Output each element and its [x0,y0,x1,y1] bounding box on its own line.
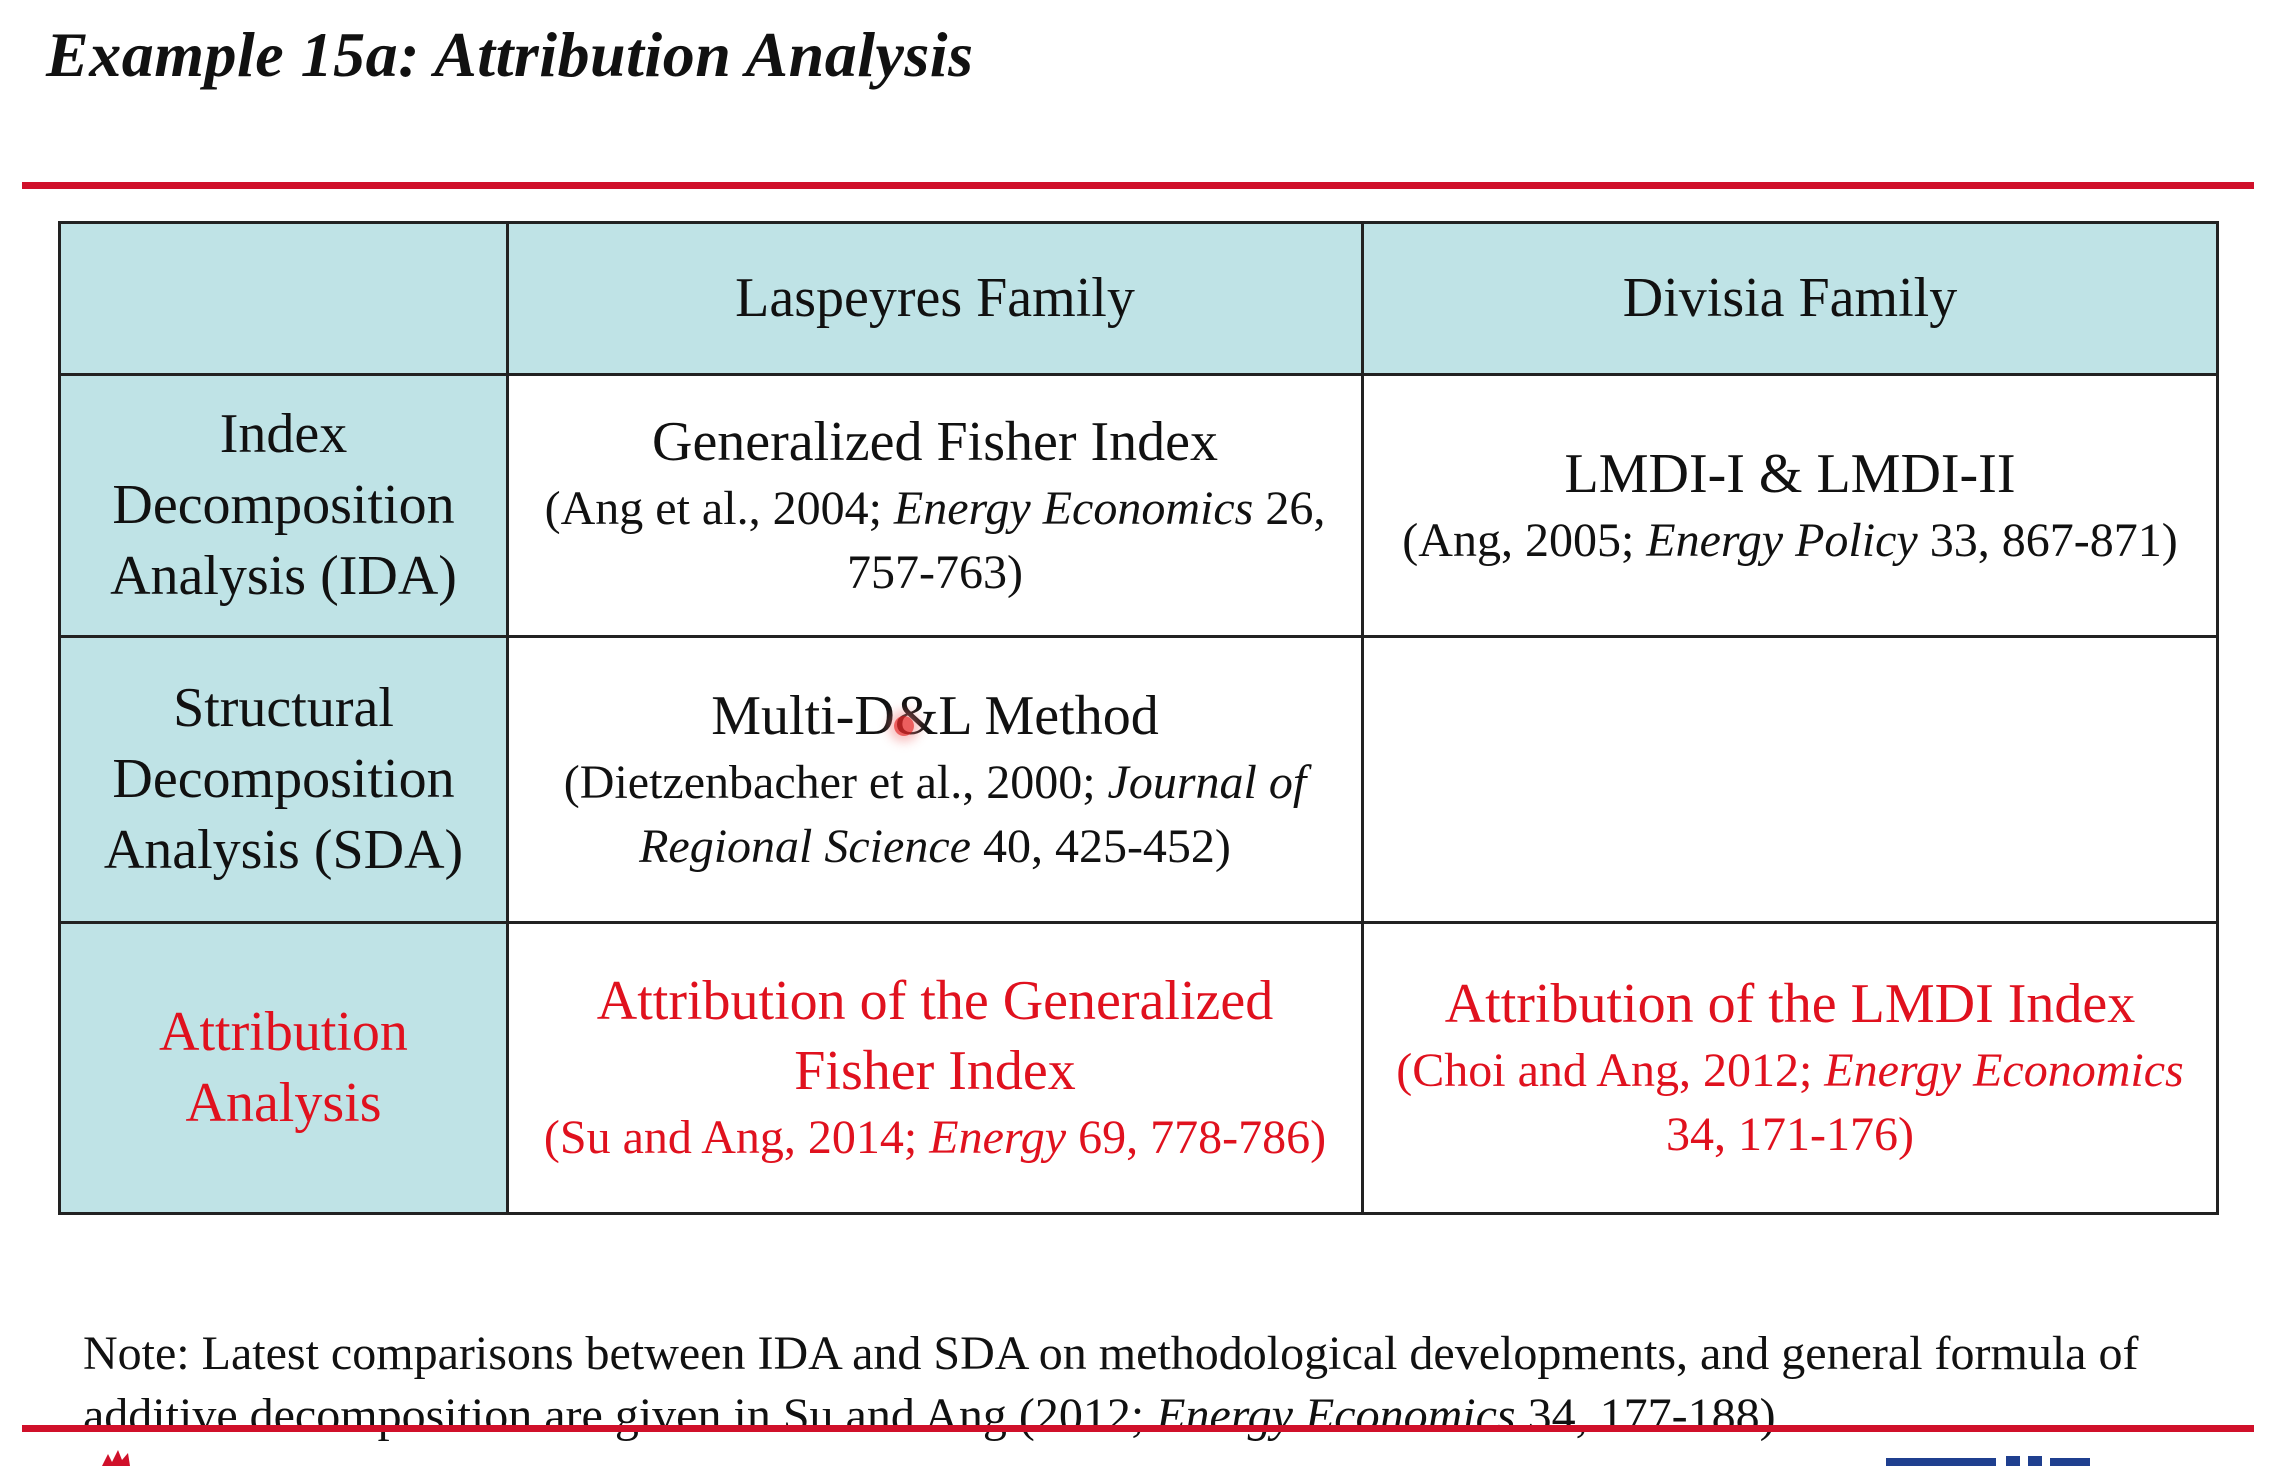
row-header-line: Decomposition [112,748,455,810]
methods-table: Laspeyres Family Divisia Family Index De… [58,221,2219,1215]
journal-name: Journal of Regional Science [639,755,1307,873]
title-divider [22,182,2254,189]
method-name: LMDI-I & LMDI-II [1564,442,2016,505]
row-header-line: Analysis (IDA) [110,545,457,607]
cell-sda-laspeyres: Multi-D&L Method (Dietzenbacher et al., … [506,635,1364,924]
table-row: Attribution Analysis Attribution of the … [58,921,2219,1215]
column-header-label: Laspeyres Family [735,266,1135,329]
laser-pointer-icon [894,716,914,736]
column-header-label: Divisia Family [1622,266,1958,329]
row-header-line: Attribution [159,1001,408,1063]
table-row: Structural Decomposition Analysis (SDA) … [58,635,2219,924]
row-header-line: Analysis [185,1072,382,1134]
red-emblem-icon [102,1450,130,1466]
footer-divider [22,1425,2254,1432]
table-row: Index Decomposition Analysis (IDA) Gener… [58,373,2219,638]
corner-cell [58,221,509,376]
row-header-sda: Structural Decomposition Analysis (SDA) [58,635,509,924]
cell-ida-divisia: LMDI-I & LMDI-II (Ang, 2005; Energy Poli… [1361,373,2219,638]
cell-sda-divisia-empty [1361,635,2219,924]
method-name: Multi-D&L Method [711,684,1159,747]
footnote: Note: Latest comparisons between IDA and… [83,1327,2139,1442]
cell-attribution-divisia: Attribution of the LMDI Index (Choi and … [1361,921,2219,1215]
journal-name: Energy Policy [1646,513,1918,567]
journal-name: Energy Economics [1156,1389,1516,1442]
cell-attribution-laspeyres: Attribution of the Generalized Fisher In… [506,921,1364,1215]
citation: (Choi and Ang, 2012; Energy Economics 34… [1396,1044,2184,1161]
table-header-row: Laspeyres Family Divisia Family [58,221,2219,376]
slide-title: Example 15a: Attribution Analysis [46,19,974,90]
row-header-line: Decomposition [112,474,455,536]
journal-name: Energy Economics [893,481,1254,535]
column-header-laspeyres: Laspeyres Family [506,221,1364,376]
journal-name: Energy Economics [1824,1044,2184,1097]
journal-name: Energy [929,1111,1067,1164]
row-header-line: Analysis (SDA) [103,819,464,881]
method-name: Attribution of the LMDI Index [1444,973,2136,1035]
row-header-attribution: Attribution Analysis [58,921,509,1215]
citation: (Ang et al., 2004; Energy Economics 26, … [544,481,1326,599]
cell-ida-laspeyres: Generalized Fisher Index (Ang et al., 20… [506,373,1364,638]
method-name: Generalized Fisher Index [652,410,1218,473]
row-header-line: Index [219,403,348,465]
citation: (Dietzenbacher et al., 2000; Journal of … [563,755,1307,873]
citation: (Ang, 2005; Energy Policy 33, 867-871) [1402,513,2178,567]
institution-logo-icon [1886,1456,2090,1466]
row-header-line: Structural [173,677,394,739]
citation: (Su and Ang, 2014; Energy 69, 778-786) [543,1111,1327,1164]
method-name: Attribution of the Generalized Fisher In… [596,970,1274,1102]
column-header-divisia: Divisia Family [1361,221,2219,376]
row-header-ida: Index Decomposition Analysis (IDA) [58,373,509,638]
